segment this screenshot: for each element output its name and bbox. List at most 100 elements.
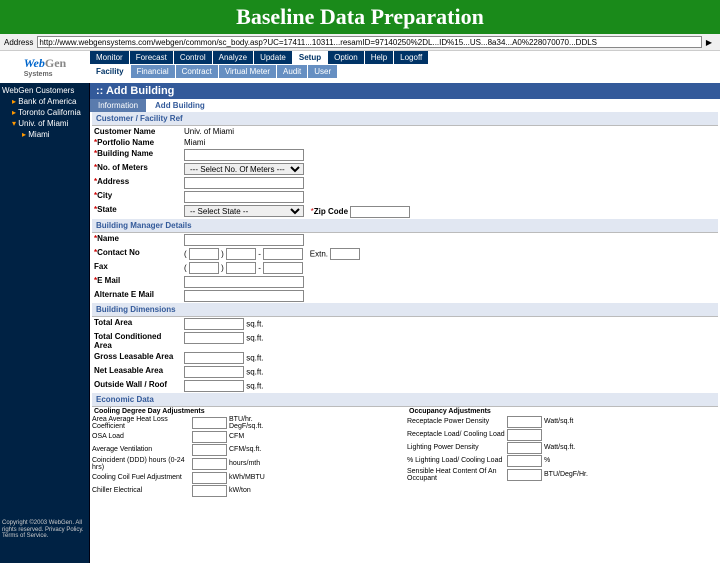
- field-cell: sq.ft.: [182, 331, 718, 351]
- phone-num[interactable]: [263, 262, 303, 274]
- econ-input[interactable]: [507, 455, 542, 467]
- logo: WebGen Systems: [0, 51, 90, 83]
- econ-label: Lighting Power Density: [407, 444, 507, 451]
- field-label: Gross Leasable Area: [92, 351, 182, 365]
- econ-label: Area Average Heat Loss Coefficient: [92, 416, 192, 430]
- field-label: Address: [92, 176, 182, 190]
- tree-header: WebGen Customers: [2, 85, 87, 96]
- nav-subtab-facility[interactable]: Facility: [90, 65, 130, 78]
- nav-subtab-financial[interactable]: Financial: [131, 65, 175, 78]
- main-content: :: Add Building InformationAdd Building …: [90, 83, 720, 563]
- input-outside-wall-roof[interactable]: [184, 380, 244, 392]
- nav-tab-analyze[interactable]: Analyze: [213, 51, 253, 64]
- phone-ex[interactable]: [226, 248, 256, 260]
- econ-input[interactable]: [192, 444, 227, 456]
- phone-extn[interactable]: [330, 248, 360, 260]
- addr-input[interactable]: [37, 36, 701, 48]
- input-alternate-e-mail[interactable]: [184, 290, 304, 302]
- input-total-area[interactable]: [184, 318, 244, 330]
- input-address[interactable]: [184, 177, 304, 189]
- econ-input[interactable]: [192, 417, 227, 429]
- phone-area[interactable]: [189, 248, 219, 260]
- field-label: Total Conditioned Area: [92, 331, 182, 351]
- field-cell: [182, 148, 718, 162]
- input-city[interactable]: [184, 191, 304, 203]
- phone-num[interactable]: [263, 248, 303, 260]
- econ-left-header: Cooling Degree Day Adjustments: [92, 407, 403, 416]
- econ-input[interactable]: [192, 431, 227, 443]
- econ-input[interactable]: [192, 472, 227, 484]
- input-name[interactable]: [184, 234, 304, 246]
- econ-label: Sensible Heat Content Of An Occupant: [407, 468, 507, 482]
- nav-subtab-user[interactable]: User: [308, 65, 337, 78]
- browser-address-bar: Address ▶: [0, 34, 720, 51]
- input-gross-leasable-area[interactable]: [184, 352, 244, 364]
- nav-tab-monitor[interactable]: Monitor: [90, 51, 129, 64]
- econ-unit: CFM: [229, 433, 284, 440]
- page-title: :: Add Building: [90, 83, 720, 99]
- nav-tab-update[interactable]: Update: [254, 51, 292, 64]
- econ-unit: kWh/MBTU: [229, 474, 284, 481]
- logo-sub: Systems: [24, 71, 66, 78]
- nav-level-2: FacilityFinancialContractVirtual MeterAu…: [90, 65, 720, 79]
- econ-unit: CFM/sq.ft.: [229, 446, 284, 453]
- field-cell: [182, 289, 718, 303]
- econ-label: Receptacle Load/ Cooling Load: [407, 431, 507, 438]
- econ-input[interactable]: [507, 469, 542, 481]
- unit-label: sq.ft.: [244, 353, 264, 362]
- field-cell: -- Select State -- *Zip Code: [182, 204, 718, 219]
- econ-input[interactable]: [192, 485, 227, 497]
- phone-ex[interactable]: [226, 262, 256, 274]
- field-label: *Zip Code: [304, 207, 350, 216]
- nav-tab-setup[interactable]: Setup: [293, 51, 327, 64]
- input-zip-code[interactable]: [350, 206, 410, 218]
- econ-label: OSA Load: [92, 433, 192, 440]
- nav-subtab-audit[interactable]: Audit: [277, 65, 307, 78]
- tree-item[interactable]: Miami: [2, 129, 87, 140]
- nav-subtab-virtual-meter[interactable]: Virtual Meter: [219, 65, 276, 78]
- subtab-add-building[interactable]: Add Building: [147, 99, 213, 112]
- section-dim-header: Building Dimensions: [92, 303, 718, 317]
- unit-label: sq.ft.: [244, 367, 264, 376]
- econ-unit: %: [544, 457, 599, 464]
- field-cell: Miami: [182, 137, 718, 148]
- econ-unit: kW/ton: [229, 487, 284, 494]
- field-cell: [182, 233, 718, 247]
- select-state[interactable]: -- Select State --: [184, 205, 304, 217]
- field-cell: sq.ft.: [182, 317, 718, 331]
- field-label: Net Leasable Area: [92, 365, 182, 379]
- phone-area[interactable]: [189, 262, 219, 274]
- field-label: City: [92, 190, 182, 204]
- econ-label: Coincident (DDD) hours (0-24 hrs): [92, 457, 192, 471]
- field-label: Contact No: [92, 247, 182, 261]
- logo-word-a: Web: [24, 56, 45, 70]
- go-icon[interactable]: ▶: [706, 38, 712, 47]
- input-net-leasable-area[interactable]: [184, 366, 244, 378]
- copyright: Copyright ©2003 WebGen. All rights reser…: [2, 520, 87, 540]
- field-cell: [182, 275, 718, 289]
- econ-input[interactable]: [507, 442, 542, 454]
- tree-item[interactable]: Toronto California: [2, 107, 87, 118]
- field-cell: ( ) -: [182, 261, 718, 275]
- nav-tab-control[interactable]: Control: [174, 51, 212, 64]
- nav-tab-logoff[interactable]: Logoff: [394, 51, 428, 64]
- econ-input[interactable]: [192, 458, 227, 470]
- nav-tab-option[interactable]: Option: [328, 51, 364, 64]
- input-building-name[interactable]: [184, 149, 304, 161]
- econ-input[interactable]: [507, 429, 542, 441]
- input-total-conditioned-area[interactable]: [184, 332, 244, 344]
- econ-input[interactable]: [507, 416, 542, 428]
- field-cell: ( ) - Extn.: [182, 247, 718, 261]
- field-label: Total Area: [92, 317, 182, 331]
- input-e-mail[interactable]: [184, 276, 304, 288]
- section-manager-header: Building Manager Details: [92, 219, 718, 233]
- econ-unit: hours/mth: [229, 460, 284, 467]
- nav-tab-help[interactable]: Help: [365, 51, 393, 64]
- select-no-of-meters[interactable]: --- Select No. Of Meters ---: [184, 163, 304, 175]
- nav-tab-forecast[interactable]: Forecast: [130, 51, 173, 64]
- field-label: Name: [92, 233, 182, 247]
- tree-item[interactable]: Univ. of Miami: [2, 118, 87, 129]
- nav-subtab-contract[interactable]: Contract: [176, 65, 218, 78]
- subtab-information[interactable]: Information: [90, 99, 146, 112]
- tree-item[interactable]: Bank of America: [2, 96, 87, 107]
